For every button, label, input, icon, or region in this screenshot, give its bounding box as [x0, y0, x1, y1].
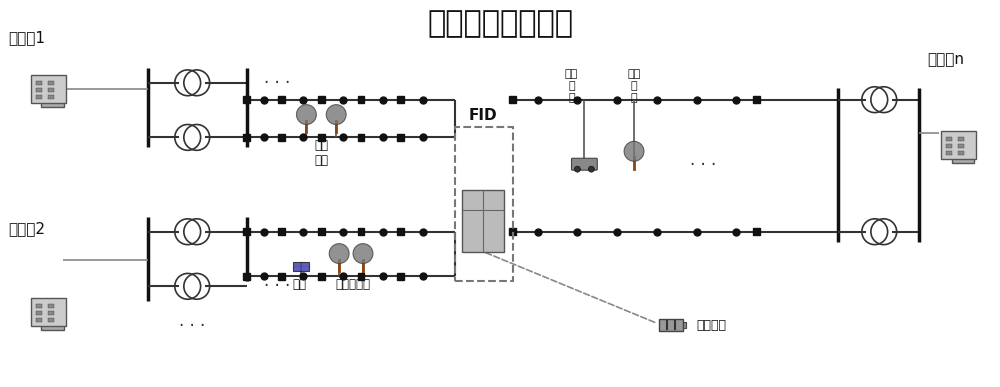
Bar: [48, 311, 54, 315]
Circle shape: [574, 166, 580, 172]
Bar: [958, 137, 964, 141]
Bar: [48, 95, 54, 99]
Bar: [243, 96, 250, 103]
Bar: [509, 228, 516, 235]
Circle shape: [326, 104, 346, 125]
Bar: [278, 134, 285, 141]
Bar: [243, 134, 250, 141]
Bar: [318, 134, 325, 141]
Bar: [36, 304, 42, 308]
Bar: [278, 96, 285, 103]
Bar: [243, 273, 250, 280]
Bar: [683, 322, 686, 328]
Text: · · ·: · · ·: [690, 156, 717, 174]
Text: 电动机负荷: 电动机负荷: [336, 278, 371, 291]
Bar: [397, 273, 404, 280]
Bar: [278, 273, 285, 280]
Bar: [946, 137, 952, 141]
Bar: [48, 81, 54, 85]
Text: 敏感
负荷: 敏感 负荷: [314, 139, 328, 168]
Bar: [293, 262, 309, 271]
Circle shape: [588, 166, 594, 172]
Bar: [462, 190, 504, 252]
Bar: [318, 273, 325, 280]
Bar: [397, 228, 404, 235]
Text: · · ·: · · ·: [264, 277, 290, 295]
Text: 变电站n: 变电站n: [927, 53, 964, 67]
Bar: [36, 88, 42, 92]
Bar: [31, 75, 66, 103]
Bar: [278, 228, 285, 235]
Text: 交流微网柔性互联: 交流微网柔性互联: [427, 9, 573, 38]
Text: FID: FID: [469, 108, 497, 123]
Bar: [397, 96, 404, 103]
Text: 变电站1: 变电站1: [9, 31, 46, 46]
Bar: [958, 144, 964, 148]
Text: 电动
汽
车: 电动 汽 车: [565, 69, 578, 103]
Text: 光伏: 光伏: [292, 278, 306, 291]
Bar: [455, 127, 513, 281]
Bar: [243, 228, 250, 235]
Bar: [941, 132, 976, 159]
Bar: [397, 134, 404, 141]
Circle shape: [624, 141, 644, 161]
Circle shape: [329, 244, 349, 264]
Bar: [48, 318, 54, 322]
Bar: [753, 96, 760, 103]
Bar: [509, 96, 516, 103]
Bar: [358, 228, 364, 235]
Bar: [946, 144, 952, 148]
Text: 关键
负
荷: 关键 负 荷: [627, 69, 641, 103]
Bar: [358, 134, 364, 141]
Circle shape: [296, 104, 316, 125]
Bar: [952, 140, 974, 163]
Text: 变电站2: 变电站2: [9, 221, 46, 236]
Bar: [946, 151, 952, 155]
Circle shape: [353, 244, 373, 264]
Bar: [41, 83, 64, 107]
Bar: [753, 228, 760, 235]
Bar: [36, 311, 42, 315]
Bar: [318, 96, 325, 103]
Bar: [41, 307, 64, 330]
Text: 储能装置: 储能装置: [697, 319, 727, 332]
Bar: [358, 273, 364, 280]
Bar: [36, 81, 42, 85]
Text: · · ·: · · ·: [264, 74, 290, 92]
Bar: [48, 304, 54, 308]
Bar: [659, 319, 683, 331]
FancyBboxPatch shape: [571, 158, 597, 170]
Bar: [31, 298, 66, 326]
Bar: [958, 151, 964, 155]
Text: · · ·: · · ·: [179, 317, 205, 335]
Bar: [36, 95, 42, 99]
Bar: [318, 228, 325, 235]
Bar: [48, 88, 54, 92]
Bar: [358, 96, 364, 103]
Bar: [36, 318, 42, 322]
